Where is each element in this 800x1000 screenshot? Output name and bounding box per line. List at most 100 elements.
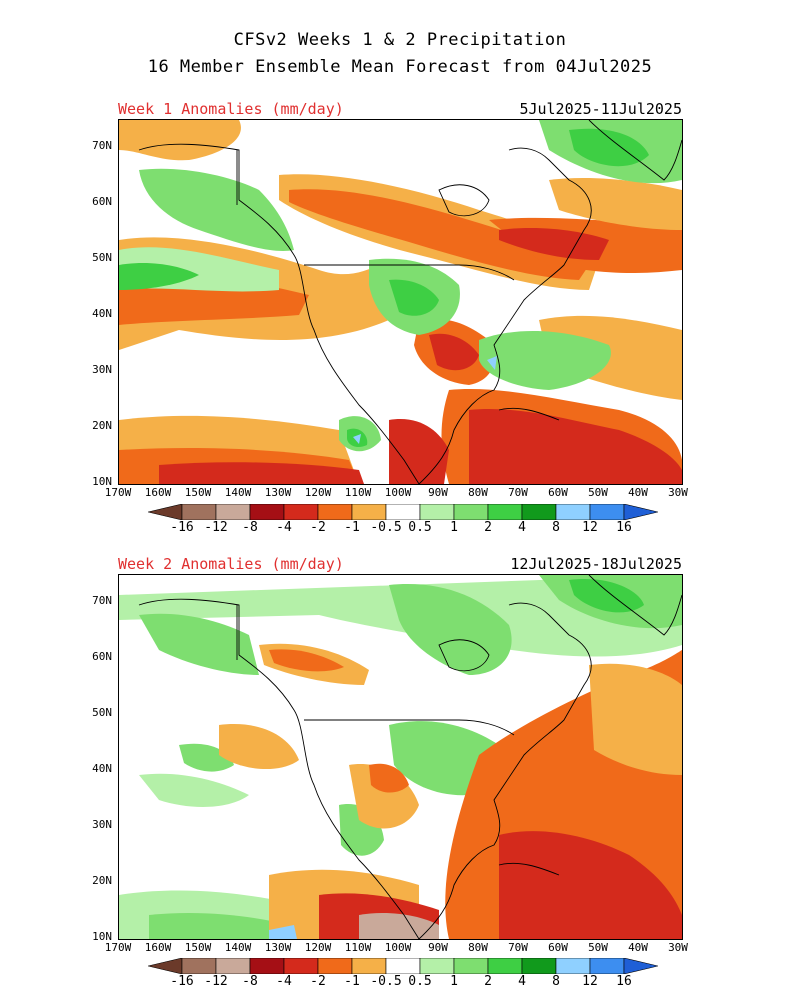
lon-tick: 50W [588, 486, 608, 499]
lon-tick: 120W [304, 486, 332, 499]
wet-us-central-dark [389, 279, 439, 316]
lon-tick: 40W [628, 941, 648, 954]
wet-greenland-dark [569, 579, 644, 613]
week1-colorbar [147, 503, 659, 524]
figure-subtitle: 16 Member Ensemble Mean Forecast from 04… [147, 57, 653, 77]
lon-tick: 90W [428, 941, 448, 954]
lon-tick: 70W [508, 486, 528, 499]
lat-tick: 60N [92, 650, 112, 663]
lon-tick: 30W [668, 486, 688, 499]
colorbar-swatch [317, 957, 353, 975]
lon-tick: 130W [264, 941, 292, 954]
colorbar-swatch [487, 503, 523, 521]
colorbar-label: 2 [484, 974, 492, 989]
colorbar-label: -0.5 [370, 974, 402, 989]
lon-tick: 170W [104, 941, 132, 954]
week2-map [118, 574, 683, 940]
colorbar-label: 16 [616, 974, 632, 989]
lon-tick: 110W [344, 486, 372, 499]
colorbar-arrow-right [623, 957, 659, 975]
colorbar-swatch [419, 957, 455, 975]
lat-tick: 50N [92, 706, 112, 719]
lat-tick: 70N [92, 139, 112, 152]
colorbar-label: 1 [450, 974, 458, 989]
week1-colorbar-labels: -16 -12 -8 -4 -2 -1 -0.5 0.5 1 2 4 8 12 16 [0, 520, 800, 538]
colorbar-label: 0.5 [408, 974, 432, 989]
dry-north-patch [549, 178, 682, 230]
colorbar-label: 12 [582, 520, 598, 535]
cuba [498, 407, 560, 421]
colorbar-label: 0.5 [408, 520, 432, 535]
colorbar-swatch [453, 957, 489, 975]
lon-tick: 170W [104, 486, 132, 499]
colorbar-swatch [589, 503, 625, 521]
colorbar-swatch [215, 957, 251, 975]
colorbar-label: -12 [204, 520, 228, 535]
coastline-north-america [138, 143, 592, 484]
week1-title: Week 1 Anomalies (mm/day) [118, 100, 344, 118]
colorbar-label: 4 [518, 520, 526, 535]
colorbar-swatch [283, 503, 319, 521]
figure-title: CFSv2 Weeks 1 & 2 Precipitation [233, 30, 567, 50]
colorbar-swatch [555, 957, 591, 975]
lon-tick: 140W [224, 486, 252, 499]
lat-tick: 10N [92, 475, 112, 488]
dry-atlantic-strong [469, 409, 682, 484]
dry-pacific [219, 724, 299, 770]
lat-tick: 20N [92, 874, 112, 887]
lon-tick: 50W [588, 941, 608, 954]
colorbar-swatch [555, 503, 591, 521]
colorbar-label: -16 [170, 974, 194, 989]
colorbar-label: -16 [170, 520, 194, 535]
colorbar-label: -1 [344, 974, 360, 989]
colorbar-swatch [385, 957, 421, 975]
colorbar-label: -8 [242, 974, 258, 989]
colorbar-swatch [521, 503, 557, 521]
dry-pacific-south-brown [359, 913, 439, 939]
dry-canada-swath-mid [289, 189, 589, 280]
lon-tick: 70W [508, 941, 528, 954]
cuba [498, 862, 560, 876]
greenland-coast [588, 120, 682, 181]
wet-alaska [139, 613, 259, 675]
colorbar-swatch [419, 503, 455, 521]
colorbar-label: -2 [310, 520, 326, 535]
lon-tick: 110W [344, 941, 372, 954]
colorbar-label: 8 [552, 520, 560, 535]
wet-mexico-blue [353, 434, 361, 444]
colorbar-swatch [215, 503, 251, 521]
lat-tick: 40N [92, 307, 112, 320]
colorbar-swatch [249, 503, 285, 521]
colorbar-swatches [147, 957, 659, 975]
colorbar-arrow-left [147, 957, 183, 975]
lon-tick: 160W [144, 486, 172, 499]
wet-pacific-south-strong [149, 913, 289, 939]
colorbar-label: -4 [276, 520, 292, 535]
wet-greenland-dark [569, 128, 649, 167]
wet-atlantic [479, 330, 611, 390]
dry-us-southeast-strong [429, 333, 479, 371]
colorbar-label: -1 [344, 520, 360, 535]
colorbar-label: 8 [552, 974, 560, 989]
lon-tick: 80W [468, 486, 488, 499]
wet-alaska [139, 168, 294, 251]
lon-tick: 100W [384, 486, 412, 499]
colorbar-swatch [385, 503, 421, 521]
week2-map-svg [119, 575, 682, 939]
dry-pacific-south-strong [159, 462, 364, 484]
us-canada-border [304, 264, 515, 281]
colorbar-label: -0.5 [370, 520, 402, 535]
coastline-north-america [138, 598, 592, 939]
lon-tick: 150W [184, 486, 212, 499]
wet-pacific-scatter [139, 773, 249, 807]
colorbar-swatch [589, 957, 625, 975]
lat-tick: 30N [92, 818, 112, 831]
lat-tick: 10N [92, 930, 112, 943]
lat-tick: 20N [92, 419, 112, 432]
greenland-coast [588, 575, 682, 636]
us-canada-border [304, 719, 515, 736]
colorbar-swatch [351, 503, 387, 521]
lon-tick: 120W [304, 941, 332, 954]
dry-canada-east-strong [499, 228, 609, 260]
wet-atlantic-blue [487, 356, 497, 370]
